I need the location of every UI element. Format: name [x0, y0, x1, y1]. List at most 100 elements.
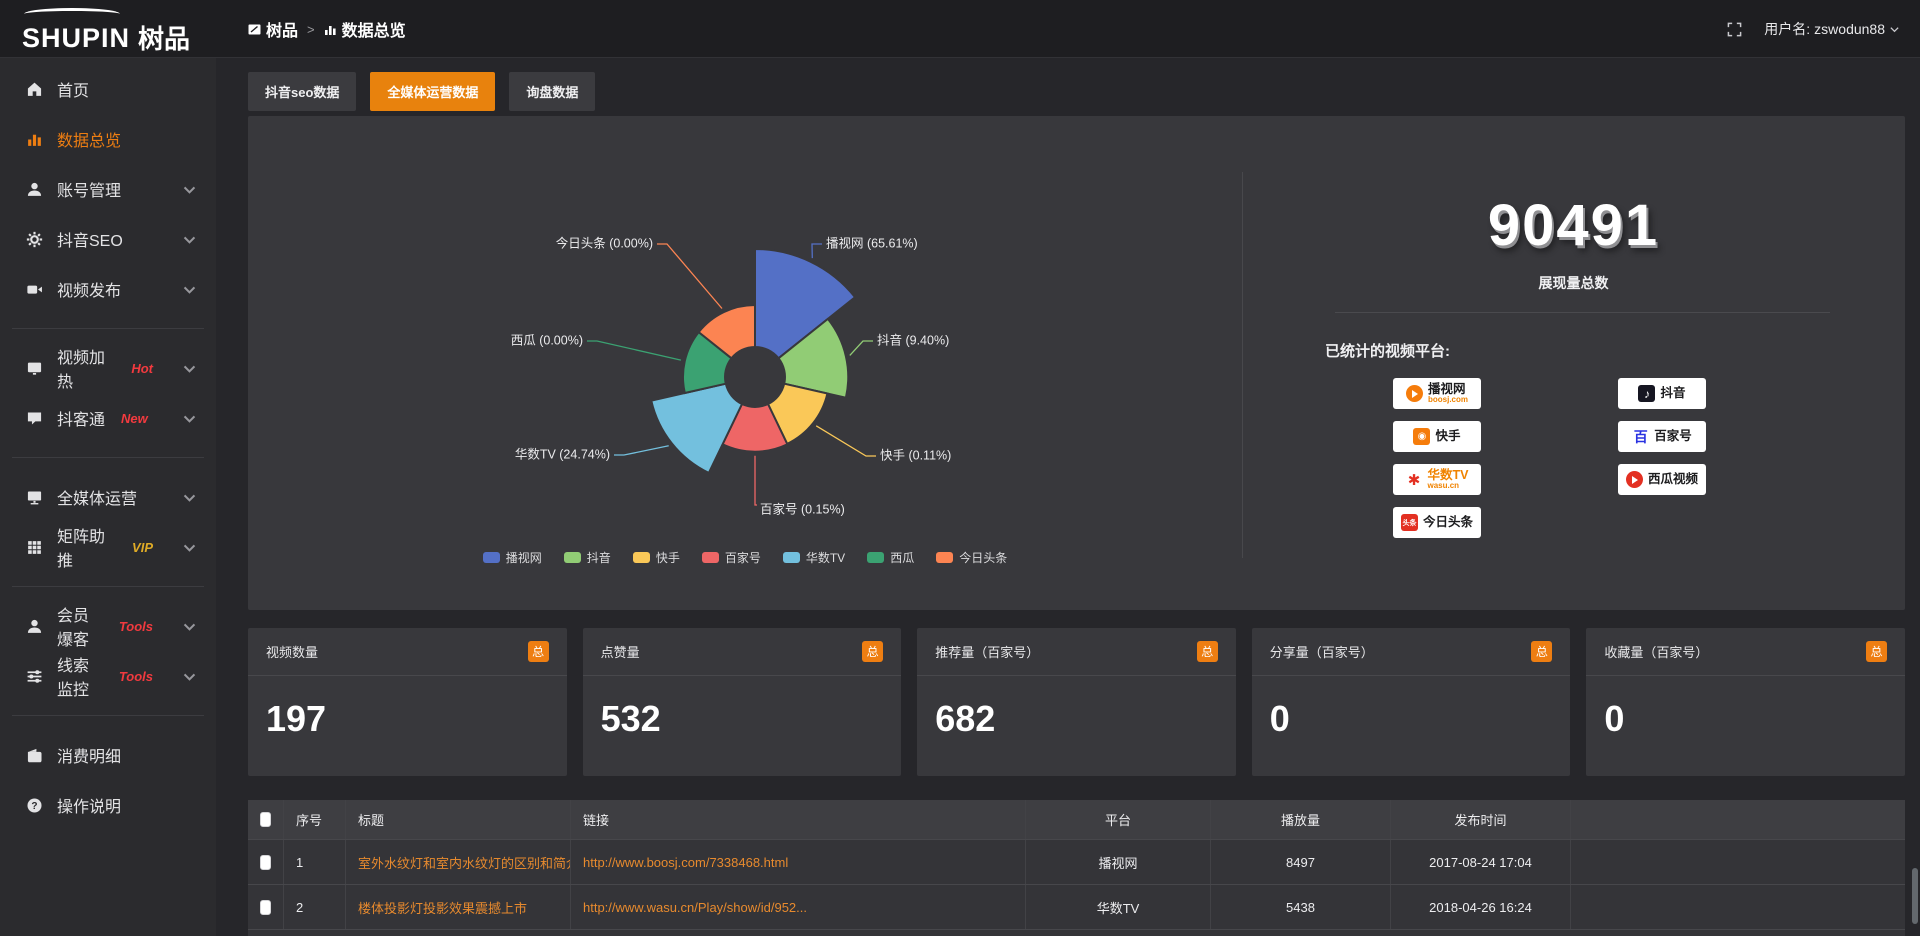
- pie-slice-3[interactable]: [721, 402, 789, 453]
- cell-no: 2: [284, 885, 346, 929]
- rose-chart-svg: 播视网 (65.61%) 抖音 (9.40%) 快手 (0.11%) 百家号 (0.1…: [511, 235, 952, 516]
- column-header-2: 链接: [571, 800, 1026, 839]
- legend-label: 今日头条: [959, 551, 1008, 565]
- column-header-3: 平台: [1026, 800, 1211, 839]
- chat-glyph: [27, 412, 41, 425]
- user-menu[interactable]: 用户名: zswodun88: [1764, 19, 1900, 39]
- overview-panel: 播视网 (65.61%) 抖音 (9.40%) 快手 (0.11%) 百家号 (0.1…: [248, 116, 1905, 610]
- pie-slice-label: 西瓜 (0.00%): [511, 333, 583, 347]
- cell-filler: [1571, 885, 1905, 929]
- platform-badge-boosj: 播视网 boosj.com: [1393, 378, 1481, 409]
- platform-badge-kuaishou: ◉ 快手: [1393, 421, 1481, 452]
- platform-badge-toutiao: 头条 今日头条: [1393, 507, 1481, 538]
- breadcrumb-current[interactable]: 数据总览: [324, 17, 406, 41]
- kuaishou-logo-icon: ◉: [1413, 428, 1431, 445]
- pie-slice-label: 华数TV (24.74%): [515, 446, 610, 461]
- legend-swatch: [563, 552, 581, 563]
- total-badge: 总: [1531, 641, 1553, 662]
- sidebar-item-grid[interactable]: 矩阵助推 VIP: [0, 522, 216, 572]
- sidebar-item-tag: New: [121, 410, 148, 426]
- stat-card-value: 682: [935, 698, 996, 739]
- legend-item-0[interactable]: 播视网: [482, 549, 542, 566]
- sidebar-item-tag: Tools: [118, 618, 153, 634]
- video-title-link[interactable]: 室外水纹灯和室内水纹灯的区别和简介: [358, 855, 571, 871]
- tab-3[interactable]: 询盘数据: [509, 72, 596, 111]
- sidebar-item-user[interactable]: 账号管理: [0, 164, 216, 214]
- pie-slice-4[interactable]: [650, 382, 744, 475]
- chevron-down-icon: [181, 489, 198, 506]
- top-header: SHUPIN 树品 树品 > 数据总览 用户名: zswodun88: [0, 0, 1920, 58]
- sidebar-item-label: 会员爆客: [57, 608, 90, 649]
- tab-2[interactable]: 全媒体运营数据: [370, 72, 496, 111]
- cell-no: 1: [284, 840, 346, 884]
- scrollbar-thumb[interactable]: [1912, 868, 1918, 924]
- video-url-link[interactable]: http://www.wasu.cn/Play/show/id/952...: [583, 899, 807, 915]
- member-icon: [25, 617, 43, 635]
- boosj-logo-icon: [1405, 385, 1423, 402]
- sidebar-item-wallet[interactable]: 消费明细: [0, 730, 216, 780]
- sidebar-item-bar-chart[interactable]: 数据总览: [0, 114, 216, 164]
- legend-swatch: [701, 552, 719, 563]
- pie-slice-label: 快手 (0.11%): [880, 448, 951, 462]
- sidebar-item-chat[interactable]: 抖客通 New: [0, 393, 216, 443]
- tab-1[interactable]: 抖音seo数据: [248, 72, 357, 111]
- sidebar-item-label: 账号管理: [57, 183, 122, 200]
- data-tabs: 抖音seo数据 全媒体运营数据 询盘数据: [248, 72, 596, 111]
- video-url-link[interactable]: http://www.boosj.com/7338468.html: [583, 854, 789, 870]
- breadcrumb-root[interactable]: 树品: [248, 17, 298, 41]
- legend-swatch: [632, 552, 650, 563]
- stat-card-value: 0: [1604, 698, 1625, 739]
- platform-badge-name: 百家号: [1654, 428, 1692, 443]
- label-leader-line: [815, 425, 876, 457]
- pie-slice-0[interactable]: [754, 247, 857, 360]
- row-checkbox[interactable]: [260, 899, 271, 915]
- legend-item-6[interactable]: 今日头条: [936, 549, 1007, 566]
- platform-badge-sub: boosj.com: [1427, 394, 1468, 404]
- pie-slice-5[interactable]: [682, 330, 733, 395]
- sidebar-item-sliders[interactable]: 线索监控 Tools: [0, 651, 216, 701]
- sidebar-divider: [12, 457, 204, 458]
- pie-slice-1[interactable]: [777, 317, 850, 399]
- cell-title: 楼体投影灯投影效果震撼上市: [346, 885, 571, 929]
- legend-item-4[interactable]: 华数TV: [782, 549, 845, 566]
- legend-item-1[interactable]: 抖音: [563, 549, 611, 566]
- row-checkbox-cell: [248, 885, 284, 929]
- stat-cards-row: 视频数量 总 197 点赞量 总 532 推荐量（百家号） 总 682 分享量（…: [248, 628, 1905, 776]
- video-title-link[interactable]: 楼体投影灯投影效果震撼上市: [358, 900, 528, 916]
- stat-card-header: 收藏量（百家号） 总: [1586, 628, 1905, 676]
- bar-chart-glyph: [27, 134, 41, 146]
- cell-plays: 8497: [1211, 840, 1391, 884]
- gear-icon: [25, 230, 43, 248]
- select-all-checkbox[interactable]: [260, 812, 271, 827]
- sidebar-item-monitor[interactable]: 全媒体运营: [0, 472, 216, 522]
- stat-card-1: 视频数量 总 197: [248, 628, 567, 776]
- stat-card-header: 点赞量 总: [582, 628, 902, 676]
- videos-table: 序号 标题 链接 平台 播放量 发布时间 1 室外水纹灯和室内水纹灯的区别和简介 http…: [248, 800, 1905, 936]
- stat-card-5: 收藏量（百家号） 总 0: [1586, 628, 1905, 776]
- stat-card-value: 0: [1269, 698, 1290, 739]
- sidebar-item-help[interactable]: ? 操作说明: [0, 780, 216, 830]
- legend-item-3[interactable]: 百家号: [701, 549, 761, 566]
- sidebar-item-member[interactable]: 会员爆客 Tools: [0, 601, 216, 651]
- fullscreen-icon[interactable]: [1727, 22, 1742, 37]
- stat-card-value: 532: [600, 698, 661, 739]
- board-icon: [248, 24, 261, 34]
- summary-divider: [1335, 312, 1830, 313]
- platform-badge-douyin: ♪ 抖音: [1618, 378, 1706, 409]
- legend-item-5[interactable]: 西瓜: [867, 549, 914, 566]
- panel-divider: [1242, 172, 1243, 558]
- sidebar-item-gear[interactable]: 抖音SEO: [0, 214, 216, 264]
- user-label: 用户名:: [1764, 21, 1811, 37]
- stat-card-label: 收藏量（百家号）: [1604, 645, 1709, 660]
- sidebar-item-video[interactable]: 视频发布: [0, 264, 216, 314]
- pie-slice-2[interactable]: [766, 382, 829, 446]
- column-header-5: 发布时间: [1391, 800, 1571, 839]
- sidebar-item-screen[interactable]: 视频加热 Hot: [0, 343, 216, 393]
- user-glyph: [27, 182, 41, 196]
- pie-slice-6[interactable]: [697, 303, 756, 360]
- sidebar-item-home[interactable]: 首页: [0, 64, 216, 114]
- legend-item-2[interactable]: 快手: [632, 549, 680, 566]
- row-checkbox[interactable]: [260, 854, 271, 870]
- screen-icon: [25, 359, 43, 377]
